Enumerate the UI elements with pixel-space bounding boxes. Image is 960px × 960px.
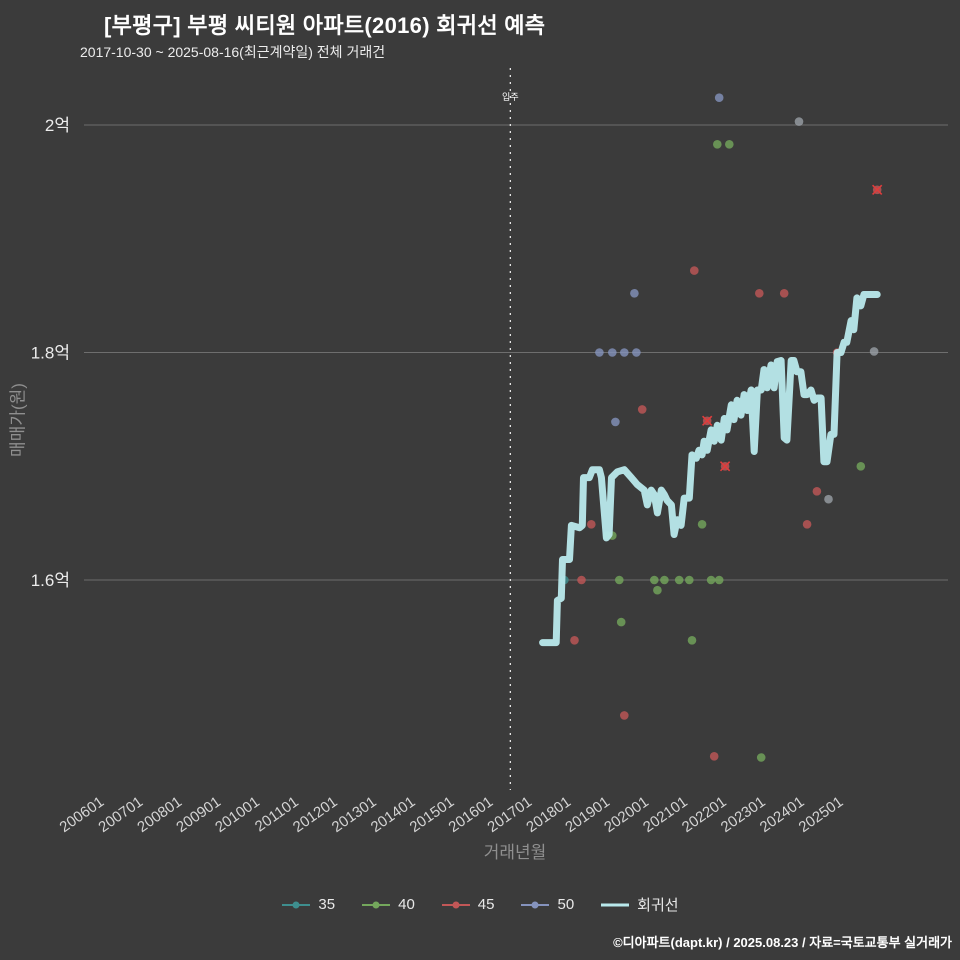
regression-line [539, 291, 881, 647]
legend-item-40[interactable]: 40 [361, 896, 415, 913]
data-point [725, 140, 734, 149]
cancelled-x-icon [871, 184, 883, 196]
cancelled-x-icon [719, 461, 731, 472]
data-point [660, 575, 669, 585]
legend-item-45[interactable]: 45 [441, 896, 495, 913]
data-point [802, 520, 812, 529]
data-point [697, 520, 707, 529]
legend-marker-icon [441, 901, 470, 908]
legend-label: 회귀선 [637, 897, 679, 914]
legend-marker-icon [282, 901, 311, 908]
legend-item-35[interactable]: 35 [281, 896, 335, 913]
footer-credit: ©디아파트(dapt.kr) / 2025.08.23 / 자료=국토교통부 실… [613, 935, 952, 950]
data-point [616, 617, 626, 627]
data-point [611, 417, 620, 427]
legend-item-회귀선[interactable]: 회귀선 [600, 894, 679, 915]
data-point [755, 289, 764, 298]
cancelled-x-icon [702, 415, 713, 426]
data-point [632, 348, 641, 357]
legend-label: 35 [318, 896, 336, 913]
data-point [630, 289, 639, 298]
data-point [653, 585, 662, 595]
data-point [608, 348, 617, 357]
data-point [674, 575, 684, 585]
data-point [856, 462, 866, 471]
data-point [595, 348, 604, 357]
chart-subtitle: 2017-10-30 ~ 2025-08-16(최근계약일) 전체 거래건 [80, 44, 386, 60]
data-point [690, 266, 699, 275]
data-point [620, 711, 629, 720]
data-point [687, 636, 697, 645]
x-tick-label: 202501 [796, 793, 847, 836]
data-point [714, 93, 724, 102]
chart-canvas[interactable]: 2억1.8억1.6억200601200701200801200901201001… [0, 0, 960, 860]
legend-item-50[interactable]: 50 [520, 896, 574, 913]
y-tick-label: 1.8억 [31, 344, 70, 363]
data-point [577, 575, 586, 585]
data-point [650, 575, 659, 585]
data-point [812, 487, 822, 496]
legend-marker-icon [362, 901, 391, 908]
legend-marker-icon [521, 901, 550, 908]
legend-label: 40 [398, 896, 415, 913]
y-axis-label: 매매가(원) [8, 383, 28, 457]
x-tick-label: 201001 [212, 793, 263, 836]
data-point [620, 348, 629, 357]
data-point [570, 636, 579, 645]
legend-label: 50 [557, 896, 575, 913]
data-point [779, 289, 789, 298]
data-point [615, 575, 624, 585]
y-tick-label: 1.6억 [31, 571, 70, 590]
data-point [714, 575, 724, 585]
chart-title: [부평구] 부평 씨티원 아파트(2016) 회귀선 예측 [104, 13, 546, 38]
movein-vline-label: 입주 [502, 91, 519, 102]
data-point [869, 347, 879, 356]
data-point [685, 575, 694, 585]
data-point [756, 753, 766, 762]
legend-label: 45 [477, 896, 495, 913]
data-point [706, 575, 716, 585]
data-point [637, 405, 647, 414]
data-point [587, 520, 596, 529]
data-point [713, 140, 722, 149]
data-point [709, 752, 719, 761]
data-point [824, 494, 833, 504]
y-tick-label: 2억 [45, 116, 70, 135]
legend: 35 40 45 50 회귀선 [0, 894, 960, 915]
data-point [794, 117, 804, 126]
x-axis-label: 거래년월 [483, 843, 547, 862]
legend-marker-icon [601, 903, 630, 906]
